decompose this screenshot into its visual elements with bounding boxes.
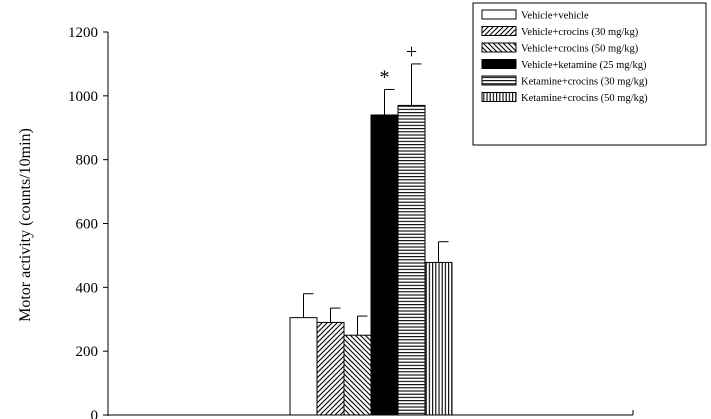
bar-1 [289, 317, 318, 416]
y-tick-label: 600 [76, 217, 99, 233]
y-tick-label: 0 [91, 408, 99, 419]
legend-label: Vehicle+crocins (30 mg/kg) [521, 27, 639, 38]
legend-label: Vehicle+ketamine (25 mg/kg) [521, 60, 647, 71]
legend-swatch [481, 9, 517, 20]
legend-label: Ketamine+crocins (50 mg/kg) [521, 93, 648, 104]
legend-swatch [481, 75, 517, 86]
y-tick-label: 1000 [68, 89, 98, 105]
legend-label: Ketamine+crocins (30 mg/kg) [521, 77, 648, 88]
legend-label: Vehicle+vehicle [521, 11, 589, 22]
y-tick-label: 800 [76, 153, 99, 169]
y-tick-label: 400 [76, 280, 99, 296]
legend-swatch [481, 26, 517, 36]
legend-swatch [481, 59, 517, 69]
y-axis-ticks: 0 200 400 600 800 1000 1200 [68, 25, 108, 419]
y-tick-label: 1200 [68, 25, 98, 41]
y-tick-label: 200 [76, 344, 99, 360]
legend-label: Vehicle+crocins (50 mg/kg) [521, 44, 639, 55]
legend-box [472, 2, 707, 146]
legend-swatch [481, 42, 517, 53]
bar-4 [370, 114, 399, 416]
error-bars-group [303, 63, 449, 336]
bar-6 [424, 261, 453, 416]
annotations-group: *+ [380, 41, 418, 89]
bar-3 [343, 334, 372, 416]
significance-marker: * [380, 66, 390, 88]
legend: Vehicle+vehicle Vehicle+crocins (30 mg/kg… [472, 2, 707, 146]
bars-group [289, 104, 453, 416]
legend-swatch [481, 92, 517, 102]
significance-marker: + [406, 41, 417, 63]
bar-2 [316, 321, 345, 416]
y-axis-title: Motor activity (counts/10min) [17, 128, 34, 322]
bar-5 [397, 104, 426, 416]
